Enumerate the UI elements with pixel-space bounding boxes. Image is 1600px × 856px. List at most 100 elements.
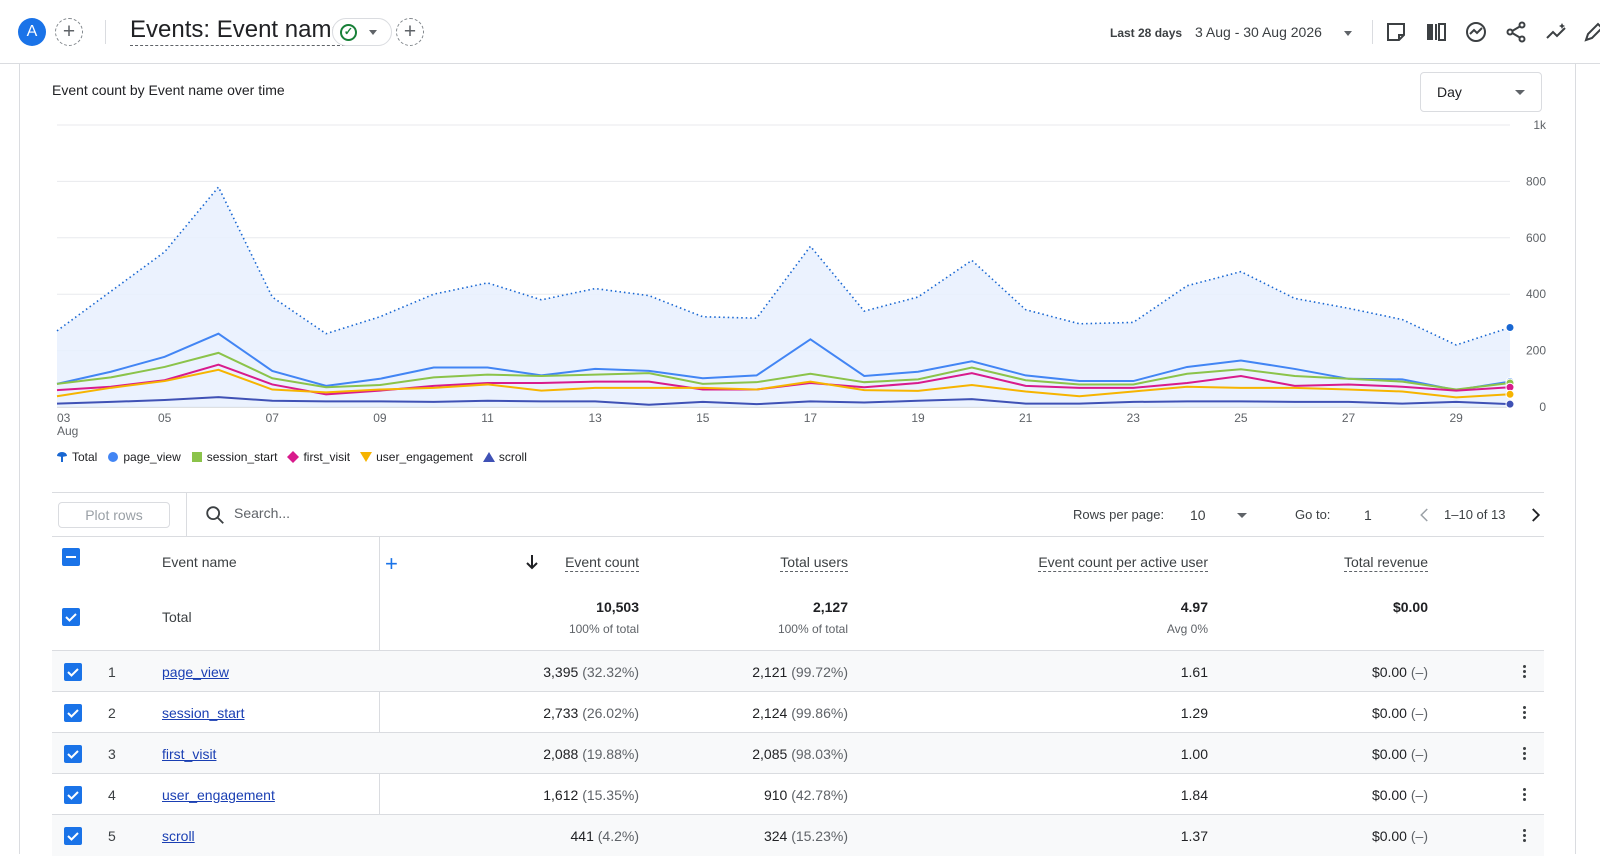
event-name-link[interactable]: session_start: [162, 705, 245, 721]
row-index: 5: [108, 828, 116, 844]
series-line-session_start: [56, 351, 1511, 391]
row-checkbox[interactable]: [64, 663, 82, 681]
divider: [105, 20, 106, 44]
legend-item[interactable]: scroll: [482, 450, 527, 464]
column-header-event-count[interactable]: Event count: [565, 554, 639, 572]
row-checkbox[interactable]: [64, 745, 82, 763]
event-name-link[interactable]: user_engagement: [162, 787, 275, 803]
event-count-percent: (32.32%): [582, 664, 639, 680]
total-row-label: Total: [162, 609, 192, 625]
row-index: 3: [108, 746, 116, 762]
dimension-header[interactable]: Event name: [162, 554, 237, 570]
legend-label: session_start: [206, 450, 278, 464]
row-checkbox[interactable]: [64, 704, 82, 722]
account-avatar[interactable]: A: [18, 18, 46, 46]
goto-page-input[interactable]: 1: [1364, 507, 1372, 523]
y-tick-label: 0: [1539, 400, 1546, 414]
total-users-percent: (15.23%): [791, 828, 848, 844]
total-per-user: 4.97: [1180, 599, 1208, 615]
row-index: 2: [108, 705, 116, 721]
table-row[interactable]: 4 user_engagement 1,612 (15.35%) 910 (42.78…: [52, 773, 1544, 815]
column-header-total-users[interactable]: Total users: [780, 554, 848, 572]
event-count-value: 441: [570, 828, 594, 844]
total-users-percent: (99.72%): [791, 664, 848, 680]
total-row-checkbox[interactable]: [62, 608, 80, 626]
series-line-total: [56, 185, 1511, 346]
event-name-link[interactable]: page_view: [162, 664, 229, 680]
add-dimension-button[interactable]: +: [385, 551, 398, 576]
legend-item[interactable]: user_engagement: [360, 450, 473, 464]
search-icon: [206, 506, 224, 524]
revenue-cell: $0.00 (–): [1372, 787, 1428, 803]
legend-marker-icon: [482, 452, 495, 462]
legend-item[interactable]: page_view: [107, 450, 181, 464]
divider: [1372, 20, 1373, 44]
table-header: Event name + Event count Total users Eve…: [52, 536, 1544, 650]
legend-marker-icon: [360, 452, 373, 462]
edit-icon[interactable]: [1582, 20, 1600, 44]
x-tick-label: 09: [373, 411, 387, 425]
chart-title: Event count by Event name over time: [52, 82, 285, 98]
more-vert-icon[interactable]: [1522, 786, 1526, 804]
table-row[interactable]: 3 first_visit 2,088 (19.88%) 2,085 (98.03%)…: [52, 732, 1544, 774]
legend-marker-icon: [287, 451, 300, 463]
customize-report-icon[interactable]: [1424, 20, 1448, 44]
x-tick-label: 15: [696, 411, 710, 425]
add-filter-button[interactable]: +: [396, 18, 424, 46]
search-input[interactable]: [234, 505, 534, 521]
row-checkbox[interactable]: [64, 827, 82, 845]
event-count-cell: 2,733 (26.02%): [543, 705, 639, 721]
report-title[interactable]: Events: Event name: [130, 16, 345, 46]
date-range-value[interactable]: 3 Aug - 30 Aug 2026: [1195, 24, 1322, 40]
event-name-link[interactable]: first_visit: [162, 746, 217, 762]
select-all-checkbox[interactable]: [62, 548, 80, 566]
x-tick-label: 27: [1342, 411, 1356, 425]
plot-rows-button[interactable]: Plot rows: [58, 502, 170, 528]
event-count-percent: (4.2%): [597, 828, 639, 844]
chevron-left-icon[interactable]: [1416, 506, 1434, 524]
more-vert-icon[interactable]: [1522, 745, 1526, 763]
rows-per-page-select[interactable]: 10: [1190, 507, 1206, 523]
chevron-down-icon[interactable]: [1237, 513, 1247, 518]
compare-icon[interactable]: [1384, 20, 1408, 44]
date-range-label[interactable]: Last 28 days: [1110, 26, 1183, 40]
more-vert-icon[interactable]: [1522, 704, 1526, 722]
legend-item[interactable]: first_visit: [287, 450, 350, 464]
total-users-percent: (98.03%): [791, 746, 848, 762]
x-tick-label: 07: [266, 411, 280, 425]
granularity-value: Day: [1437, 84, 1462, 100]
column-divider: [379, 536, 380, 856]
event-count-cell: 3,395 (32.32%): [543, 664, 639, 680]
legend-label: scroll: [498, 450, 527, 464]
granularity-select[interactable]: Day: [1420, 72, 1542, 112]
event-count-value: 2,088: [543, 746, 579, 762]
insights-icon[interactable]: [1464, 20, 1488, 44]
more-vert-icon[interactable]: [1522, 663, 1526, 681]
event-count-cell: 441 (4.2%): [571, 828, 639, 844]
total-users-cell: 2,085 (98.03%): [752, 746, 848, 762]
chevron-right-icon[interactable]: [1526, 506, 1544, 524]
share-icon[interactable]: [1504, 20, 1528, 44]
row-checkbox[interactable]: [64, 786, 82, 804]
more-vert-icon[interactable]: [1522, 827, 1526, 845]
event-name-link[interactable]: scroll: [162, 828, 195, 844]
event-count-cell: 2,088 (19.88%): [543, 746, 639, 762]
x-tick-label: 05: [158, 411, 172, 425]
check-icon: ✓: [340, 24, 357, 41]
column-header-total-revenue[interactable]: Total revenue: [1343, 554, 1428, 572]
series-line-user_engagement: [56, 368, 1511, 399]
table-row[interactable]: 2 session_start 2,733 (26.02%) 2,124 (99.86…: [52, 691, 1544, 733]
revenue-value: $0.00: [1371, 705, 1407, 721]
legend-item[interactable]: Total: [56, 450, 97, 464]
add-comparison-button[interactable]: +: [55, 18, 83, 46]
table-row[interactable]: 5 scroll 441 (4.2%) 324 (15.23%) 1.37 $0.00 (…: [52, 814, 1544, 856]
table-row[interactable]: 1 page_view 3,395 (32.32%) 2,121 (99.72%) 1.…: [52, 650, 1544, 692]
column-header-event-count-per-user[interactable]: Event count per active user: [1038, 554, 1208, 572]
trend-icon[interactable]: [1544, 20, 1568, 44]
date-range-dropdown-icon[interactable]: [1344, 31, 1352, 36]
revenue-percent: (–): [1410, 746, 1428, 762]
report-status-chip[interactable]: ✓: [332, 18, 392, 46]
legend-item[interactable]: session_start: [191, 450, 278, 464]
total-event-count-sub: 100% of total: [568, 622, 639, 636]
revenue-value: $0.00: [1371, 746, 1407, 762]
